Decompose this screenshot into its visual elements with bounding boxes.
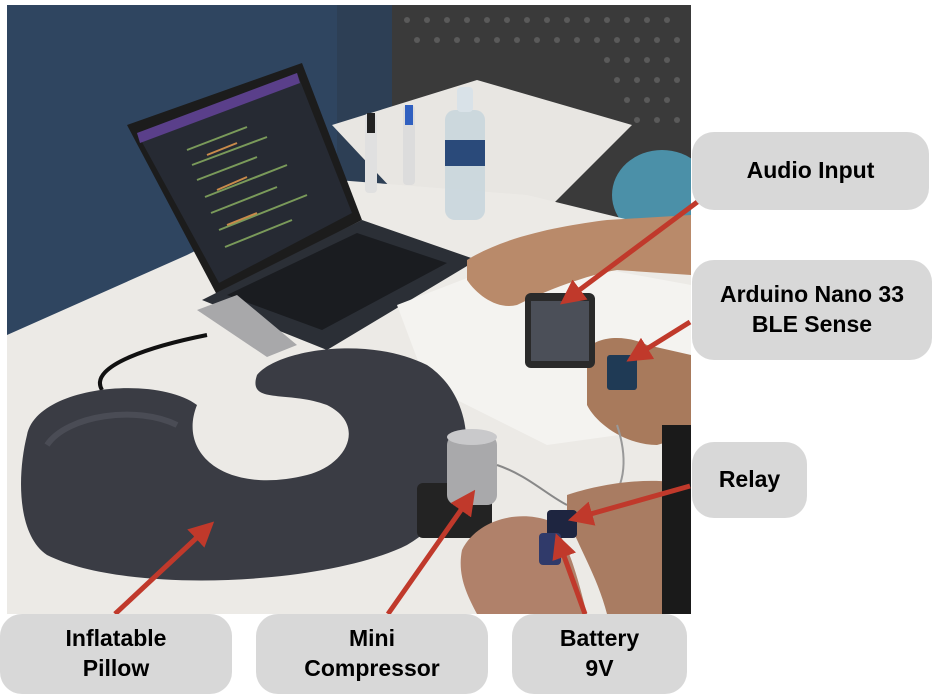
- photo-scene: [7, 5, 691, 614]
- usb-hub: [197, 295, 297, 357]
- mini-compressor: [447, 435, 497, 505]
- label-arduino: Arduino Nano 33 BLE Sense: [692, 260, 932, 360]
- inflatable-pillow: [21, 348, 467, 581]
- label-audio-input-text: Audio Input: [746, 157, 875, 184]
- label-battery-text: Battery 9V: [559, 625, 640, 681]
- arduino-board: [607, 355, 637, 390]
- label-compressor-text: Mini Compressor: [304, 625, 440, 681]
- battery: [539, 533, 561, 565]
- scene-illustration: [7, 5, 691, 614]
- label-arduino-text: Arduino Nano 33 BLE Sense: [719, 281, 904, 337]
- label-compressor: Mini Compressor: [256, 614, 488, 694]
- label-audio-input: Audio Input: [692, 132, 929, 210]
- label-battery: Battery 9V: [512, 614, 687, 694]
- label-pillow: Inflatable Pillow: [0, 614, 232, 694]
- label-pillow-text: Inflatable Pillow: [65, 625, 167, 681]
- label-relay: Relay: [692, 442, 807, 518]
- label-relay-text: Relay: [718, 466, 781, 493]
